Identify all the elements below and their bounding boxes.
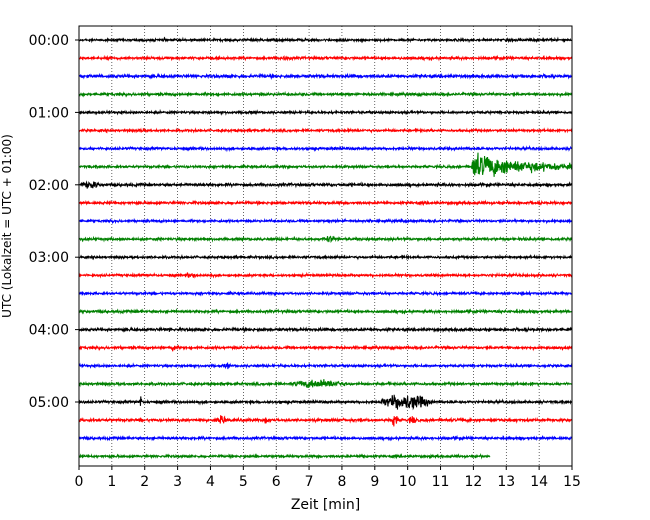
x-tick-label-10: 10 [399,474,417,490]
x-tick-label-14: 14 [530,474,548,490]
trace-row-16 [78,326,573,334]
x-tick-label-3: 3 [173,474,182,490]
trace-row-21 [78,415,573,427]
plot-frame [78,25,573,467]
trace-row-13 [78,271,573,279]
trace-row-3 [78,90,573,99]
trace-row-0 [78,36,573,44]
trace-row-22 [78,434,573,442]
y-tick-label-00:00: 00:00 [29,33,69,49]
y-axis-label: UTC (Lokalzeit = UTC + 01:00) [0,134,14,318]
trace-row-11 [78,235,573,244]
trace-row-6 [78,144,573,153]
trace-row-20 [78,394,573,411]
trace-row-17 [78,344,573,352]
y-tick-label-02:00: 02:00 [29,178,69,194]
gridlines [111,26,540,466]
x-tick-label-4: 4 [206,474,215,490]
trace-row-4 [78,108,573,116]
x-axis-ticks: 0 1 2 3 4 5 6 7 8 9 10 11 12 13 14 15 [75,466,581,490]
trace-row-2 [78,72,573,81]
x-tick-label-13: 13 [497,474,515,490]
y-tick-label-05:00: 05:00 [29,395,69,411]
y-axis-ticks: 00:00 01:00 02:00 03:00 04:00 05:00 [29,33,79,411]
seismic-traces [78,36,573,460]
trace-row-5 [78,127,573,134]
trace-row-7 [78,152,573,177]
x-tick-label-9: 9 [370,474,379,490]
y-tick-label-04:00: 04:00 [29,323,69,339]
x-tick-label-1: 1 [107,474,116,490]
trace-row-9 [78,199,573,207]
trace-row-15 [78,308,573,315]
y-tick-label-01:00: 01:00 [29,105,69,121]
trace-row-19 [78,379,573,389]
y-tick-label-03:00: 03:00 [29,250,69,266]
trace-row-1 [78,54,573,62]
x-tick-label-0: 0 [75,474,84,490]
x-tick-label-2: 2 [140,474,149,490]
x-tick-label-12: 12 [464,474,482,490]
x-axis-label: Zeit [min] [291,497,360,513]
trace-row-23 [78,452,491,460]
trace-row-8 [78,180,573,189]
trace-row-12 [78,253,573,261]
x-tick-label-5: 5 [239,474,248,490]
trace-row-10 [78,217,573,225]
trace-row-14 [78,290,573,297]
x-tick-label-15: 15 [563,474,581,490]
trace-row-18 [78,362,573,370]
x-tick-label-8: 8 [337,474,346,490]
x-tick-label-11: 11 [432,474,450,490]
x-tick-label-6: 6 [272,474,281,490]
x-tick-label-7: 7 [305,474,314,490]
